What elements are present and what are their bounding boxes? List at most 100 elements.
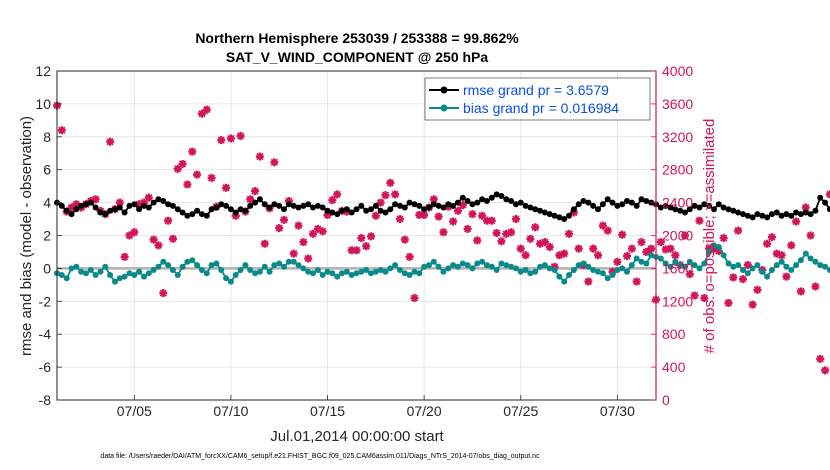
obs-count-point — [511, 215, 520, 224]
obs-count-point — [120, 252, 129, 261]
rmse-point — [295, 204, 302, 211]
bias-point — [116, 275, 123, 282]
rmse-point — [604, 196, 611, 203]
obs-marker-d2 — [328, 196, 336, 204]
rmse-point — [131, 201, 138, 208]
obs-marker-d2 — [811, 282, 820, 291]
rmse-point — [310, 204, 316, 211]
bias-point — [363, 267, 370, 273]
obs-count-point — [217, 136, 226, 145]
bias-point — [812, 258, 819, 265]
bias-point — [223, 275, 230, 282]
bias-point — [590, 267, 597, 273]
rmse-point — [624, 198, 630, 204]
bias-point — [817, 262, 824, 269]
obs-count-point — [487, 216, 496, 225]
rmse-point — [527, 204, 534, 211]
obs-marker-d2 — [130, 228, 138, 236]
rmse-point — [198, 211, 205, 218]
obs-count-point — [91, 195, 100, 204]
bias-point — [696, 265, 703, 272]
rmse-point — [807, 211, 814, 218]
rmse-point — [754, 211, 761, 218]
bias-point — [541, 262, 548, 269]
bias-point — [643, 260, 650, 267]
bias-point — [421, 263, 428, 270]
obs-count-point — [748, 300, 757, 309]
obs-count-point — [395, 215, 404, 224]
rmse-point — [454, 199, 461, 206]
obs-marker-d2 — [560, 249, 568, 258]
obs-marker-d2 — [671, 251, 679, 259]
y-tick-label: 2 — [43, 228, 51, 244]
bias-point — [566, 272, 572, 278]
bias-point — [339, 270, 345, 277]
obs-count-point — [144, 193, 153, 202]
bias-point — [561, 278, 568, 285]
obs-marker-d2 — [739, 275, 747, 283]
obs-count-point — [246, 195, 255, 204]
obs-count-point — [777, 251, 786, 260]
obs-marker-d2 — [159, 289, 167, 297]
rmse-point — [353, 206, 360, 213]
bias-point — [97, 268, 104, 275]
obs-count-point — [565, 229, 574, 238]
bias-point — [826, 267, 830, 273]
left-axis-ticks: 12 10 8 6 4 2 0 -2 -4 -6 -8 — [35, 63, 62, 408]
rmse-point — [764, 214, 771, 221]
rmse-point — [401, 204, 408, 211]
obs-marker-d2 — [352, 246, 361, 254]
obs-marker-d2 — [256, 152, 264, 161]
rmse-point — [97, 209, 104, 216]
rmse-point — [319, 204, 326, 211]
bias-point — [252, 270, 259, 277]
rmse-point — [358, 202, 365, 209]
rmse-point — [150, 199, 157, 206]
obs-count-point — [159, 289, 168, 298]
rmse-point — [194, 207, 201, 214]
obs-marker-d2 — [372, 212, 380, 220]
obs-count-point — [700, 294, 709, 303]
rmse-point — [397, 202, 403, 209]
bias-point — [372, 268, 379, 275]
obs-marker-d2 — [454, 207, 462, 215]
rmse-point — [179, 209, 186, 216]
rmse-point — [537, 207, 544, 214]
obs-marker-d2 — [517, 245, 525, 253]
obs-count-point — [405, 252, 414, 261]
bias-point — [145, 270, 152, 277]
obs-marker-d2 — [319, 227, 327, 236]
rmse-point — [232, 209, 239, 216]
rmse-point — [343, 206, 350, 213]
rmse-point — [595, 206, 601, 213]
obs-count-point — [685, 270, 694, 279]
obs-marker-d2 — [92, 195, 100, 203]
obs-count-point — [376, 198, 385, 207]
bias-point — [392, 262, 399, 269]
rmse-point — [237, 206, 244, 213]
obs-marker-d2 — [526, 235, 535, 243]
bias-point — [445, 265, 452, 272]
obs-count-point — [366, 232, 375, 241]
obs-marker-d2 — [473, 236, 481, 245]
rmse-point — [532, 206, 539, 213]
obs-count-point — [226, 134, 235, 143]
rmse-point — [517, 199, 524, 206]
obs-marker-d2 — [357, 234, 365, 242]
obs-count-point — [202, 105, 211, 114]
rmse-point — [546, 211, 553, 218]
bias-point — [546, 265, 553, 272]
obs-marker-d2 — [193, 170, 201, 179]
bias-point — [537, 263, 544, 270]
bias-point — [295, 262, 302, 269]
y-right-tick-label: 3600 — [662, 96, 693, 112]
obs-count-point — [825, 190, 830, 199]
obs-marker-d2 — [449, 217, 457, 226]
rmse-point — [261, 201, 268, 208]
obs-marker-d2 — [410, 294, 419, 302]
obs-count-point — [516, 244, 525, 253]
bias-point — [218, 267, 225, 273]
rmse-point — [78, 202, 85, 209]
obs-count-point — [589, 244, 598, 253]
bias-point — [764, 273, 771, 280]
